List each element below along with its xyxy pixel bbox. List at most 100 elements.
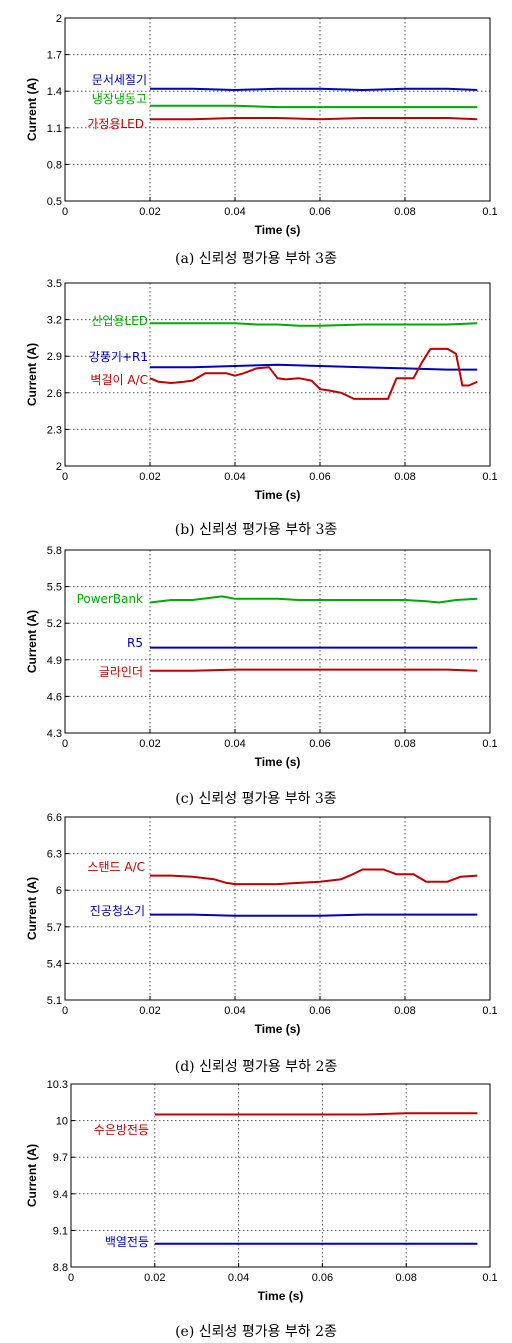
series-label-1: 냉장냉동고 [92,92,147,106]
y-tick-label: 9.1 [53,1225,68,1237]
series-line-2 [150,118,477,119]
x-tick-label: 0.02 [144,1272,165,1284]
y-tick-label: 8.8 [53,1262,68,1274]
series-line-0 [150,596,477,602]
series-label-2: 글라인더 [99,665,143,679]
x-tick-label: 0.1 [482,738,497,750]
series-label-2: 가정용LED [87,117,144,131]
x-tick-label: 0 [62,1005,68,1017]
chart-panel-0: 0 0.02 0.04 0.06 0.08 0.1 0.5 0.8 1.1 1.4 1.7 2 Time… [0,0,512,268]
y-tick-label: 6.3 [47,849,62,861]
y-tick-label: 6.6 [47,812,62,824]
series-label-0: PowerBank [77,592,143,606]
y-tick-label: 9.4 [53,1189,68,1201]
y-tick-label: 10 [56,1116,68,1128]
figure-caption: (c) 신뢰성 평가용 부하 3종 [0,788,512,808]
series-label-0: 산업용LED [91,314,148,328]
x-axis-label: Time (s) [255,755,301,769]
x-tick-label: 0 [68,1272,74,1284]
series-line-0 [150,89,477,90]
y-tick-label: 6 [56,885,62,897]
x-tick-label: 0.04 [224,738,245,750]
y-axis-label: Current (A) [25,1144,39,1207]
plot-frame [65,18,490,201]
y-axis-label: Current (A) [25,78,39,141]
series-line-0 [150,323,477,325]
x-tick-label: 0.02 [139,1005,160,1017]
series-label-1: 진공청소기 [90,904,145,918]
series-label-1: R5 [127,636,143,650]
x-axis-label: Time (s) [255,1022,301,1036]
y-tick-label: 2 [56,13,62,25]
x-tick-label: 0.04 [224,1005,245,1017]
y-tick-label: 10.3 [47,1079,68,1091]
x-tick-label: 0.08 [394,471,415,483]
y-tick-label: 4.3 [47,728,62,740]
x-tick-label: 0.04 [224,471,245,483]
series-line-2 [150,670,477,671]
figure-caption: (d) 신뢰성 평가용 부하 2종 [0,1056,512,1076]
x-tick-label: 0.02 [139,471,160,483]
chart-plot-3: 0 0.02 0.04 0.06 0.08 0.1 5.1 5.4 5.7 6 6.3 6.6 Time… [0,808,512,1048]
y-tick-label: 2 [56,461,62,473]
series-line-1 [150,106,477,107]
x-tick-label: 0.1 [482,206,497,218]
x-tick-label: 0.08 [394,738,415,750]
y-axis-label: Current (A) [25,877,39,940]
y-tick-label: 4.6 [47,691,62,703]
y-axis-label: Current (A) [25,343,39,406]
y-tick-label: 4.9 [47,655,62,667]
y-tick-label: 5.2 [47,618,62,630]
y-tick-label: 3.2 [47,315,62,327]
x-tick-label: 0.06 [309,471,330,483]
chart-plot-1: 0 0.02 0.04 0.06 0.08 0.1 2 2.3 2.6 2.9 3.2 3.5 Time… [0,272,512,512]
x-axis-label: Time (s) [258,1289,304,1303]
series-label-1: 백열전등 [105,1235,149,1249]
y-tick-label: 1.7 [47,50,62,62]
y-tick-label: 0.5 [47,196,62,208]
x-tick-label: 0.06 [312,1272,333,1284]
y-tick-label: 2.6 [47,388,62,400]
x-tick-label: 0.1 [482,471,497,483]
chart-plot-4: 0 0.02 0.04 0.06 0.08 0.1 8.8 9.1 9.4 9.7 10 10.3 Ti… [0,1075,512,1315]
x-axis-label: Time (s) [255,223,301,237]
x-tick-label: 0.06 [309,1005,330,1017]
x-tick-label: 0.08 [394,206,415,218]
x-tick-label: 0.1 [482,1272,497,1284]
y-axis-label: Current (A) [25,610,39,673]
y-tick-label: 2.3 [47,424,62,436]
y-tick-label: 3.5 [47,278,62,290]
x-tick-label: 0.08 [395,1272,416,1284]
chart-panel-1: 0 0.02 0.04 0.06 0.08 0.1 2 2.3 2.6 2.9 3.2 3.5 Time… [0,272,512,540]
figure-caption: (b) 신뢰성 평가용 부하 3종 [0,519,512,539]
y-tick-label: 1.4 [47,86,62,98]
chart-panel-2: 0 0.02 0.04 0.06 0.08 0.1 4.3 4.6 4.9 5.2 5.5 5.8 Ti… [0,540,512,808]
x-tick-label: 0 [62,738,68,750]
series-label-1: 강풍기+R1 [89,350,148,364]
series-label-0: 문서세절기 [92,73,147,87]
x-tick-label: 0.1 [482,1005,497,1017]
y-tick-label: 0.8 [47,159,62,171]
x-tick-label: 0.02 [139,738,160,750]
series-label-2: 벽걸이 A/C [90,373,148,387]
y-tick-label: 1.1 [47,123,62,135]
series-line-0 [155,1113,478,1114]
x-tick-label: 0.02 [139,206,160,218]
y-tick-label: 5.4 [47,958,62,970]
x-tick-label: 0.04 [224,206,245,218]
x-tick-label: 0.06 [309,206,330,218]
y-tick-label: 9.7 [53,1152,68,1164]
x-tick-label: 0.08 [394,1005,415,1017]
y-tick-label: 5.8 [47,545,62,557]
chart-plot-2: 0 0.02 0.04 0.06 0.08 0.1 4.3 4.6 4.9 5.2 5.5 5.8 Ti… [0,540,512,780]
series-label-0: 수은방전등 [94,1123,149,1137]
y-tick-label: 5.1 [47,995,62,1007]
series-line-0 [150,870,477,885]
chart-panel-3: 0 0.02 0.04 0.06 0.08 0.1 5.1 5.4 5.7 6 6.3 6.6 Time… [0,808,512,1076]
x-axis-label: Time (s) [255,488,301,502]
y-tick-label: 5.5 [47,582,62,594]
series-label-0: 스탠드 A/C [87,860,145,874]
x-tick-label: 0.06 [309,738,330,750]
chart-panel-4: 0 0.02 0.04 0.06 0.08 0.1 8.8 9.1 9.4 9.7 10 10.3 Ti… [0,1075,512,1343]
